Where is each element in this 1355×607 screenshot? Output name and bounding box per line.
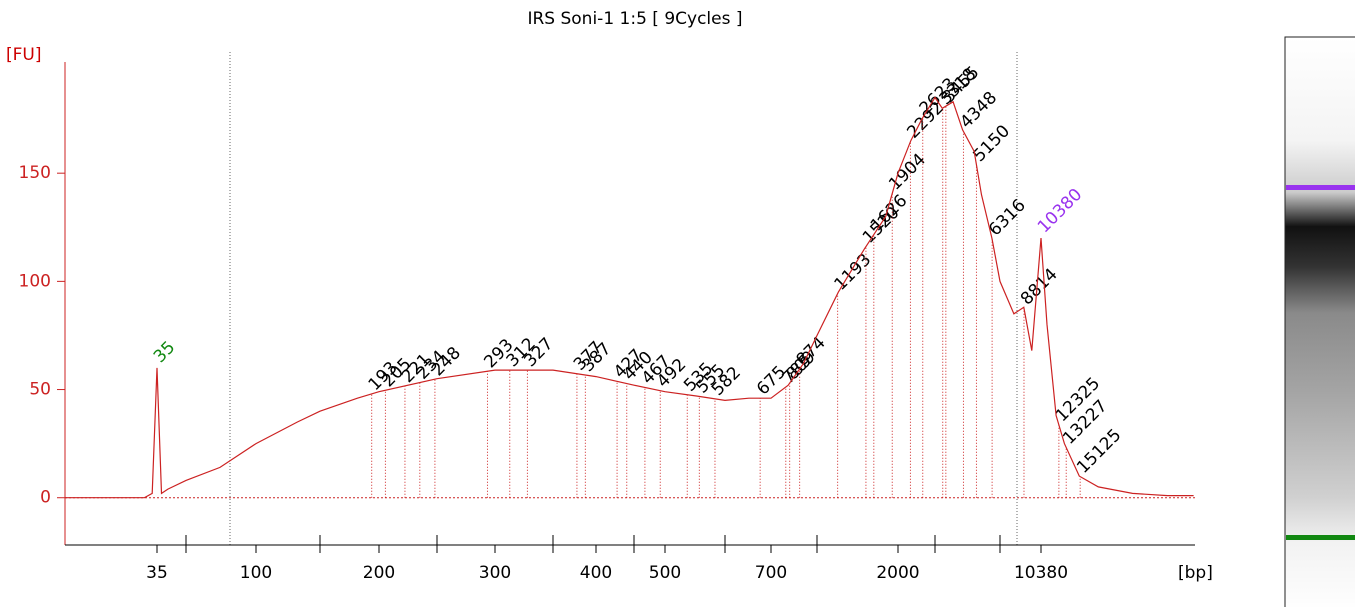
gel-lane bbox=[1284, 36, 1355, 607]
y-tick-label: 100 bbox=[19, 271, 51, 291]
gel-upper-marker bbox=[1286, 185, 1355, 190]
peak-label: 6316 bbox=[985, 195, 1030, 240]
y-tick-label: 150 bbox=[19, 163, 51, 183]
x-tick-label: 500 bbox=[649, 563, 681, 583]
x-tick-label: 100 bbox=[240, 563, 272, 583]
marker-label: 10380 bbox=[1034, 185, 1086, 237]
peak-label: 8814 bbox=[1017, 265, 1062, 310]
trace bbox=[65, 96, 1194, 499]
peak-label: 1193 bbox=[831, 250, 876, 295]
x-tick-label: 35 bbox=[146, 563, 168, 583]
x-tick-label: 200 bbox=[363, 563, 395, 583]
gel-lower-marker bbox=[1286, 535, 1355, 540]
x-tick-label: 700 bbox=[755, 563, 787, 583]
y-axis-label: [FU] bbox=[6, 45, 42, 65]
x-tick-label: 300 bbox=[479, 563, 511, 583]
x-axis-label: [bp] bbox=[1178, 563, 1213, 583]
x-tick-label: 10380 bbox=[1014, 563, 1068, 583]
x-tick-label: 400 bbox=[580, 563, 612, 583]
y-tick-label: 50 bbox=[29, 380, 51, 400]
chart-title: IRS Soni-1 1:5 [ 9Cycles ] bbox=[527, 9, 742, 29]
y-tick-label: 0 bbox=[40, 488, 51, 508]
x-tick-label: 2000 bbox=[876, 563, 919, 583]
marker-label: 35 bbox=[150, 338, 179, 367]
